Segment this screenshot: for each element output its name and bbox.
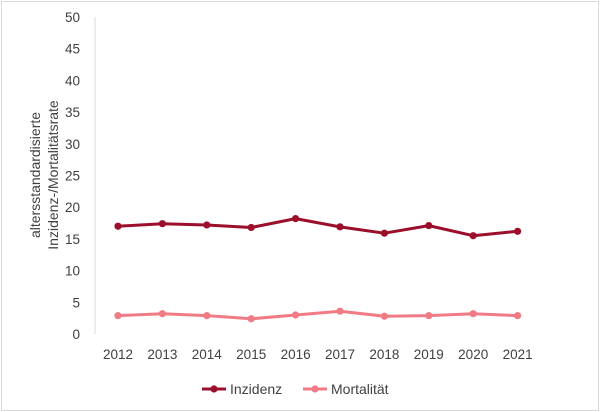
series-line-mortalit-t [116, 309, 520, 321]
data-point-mortalit-t [469, 310, 477, 318]
data-point-inzidenz [336, 223, 344, 231]
y-tick-label: 15 [65, 232, 80, 247]
y-tick-label: 10 [65, 264, 80, 279]
series-line-inzidenz [116, 217, 520, 238]
y-tick-label: 0 [72, 327, 80, 342]
legend-marker-inzidenz [210, 385, 218, 393]
y-tick-label: 25 [65, 169, 80, 184]
data-point-inzidenz [292, 215, 300, 223]
legend-marker-mortalit-t [311, 385, 319, 393]
y-tick-label: 20 [65, 200, 80, 215]
x-tick-label: 2012 [103, 347, 133, 362]
y-tick-label: 35 [65, 105, 80, 120]
y-tick-label: 40 [65, 73, 80, 88]
data-point-mortalit-t [380, 312, 388, 320]
legend-label-inzidenz: Inzidenz [230, 381, 282, 397]
data-point-mortalit-t [114, 312, 122, 320]
legend: Inzidenz Mortalität [202, 381, 389, 397]
data-point-inzidenz [380, 229, 388, 237]
y-axis-title-line-2: Inzidenz-/Mortalitätsrate [45, 100, 61, 250]
data-point-inzidenz [425, 221, 433, 230]
x-tick-label: 2018 [369, 347, 399, 362]
series-group [114, 215, 522, 323]
data-point-inzidenz [514, 227, 522, 235]
data-point-mortalit-t [514, 312, 522, 320]
data-point-mortalit-t [336, 307, 344, 315]
y-tick-label: 30 [65, 137, 80, 152]
y-axis-title: altersstandardisierte Inzidenz-/Mortalit… [27, 100, 61, 250]
legend-label-mortalit-t: Mortalität [331, 381, 389, 397]
x-tick-label: 2014 [192, 347, 223, 362]
data-point-inzidenz [469, 232, 477, 240]
x-tick-labels: 2012 2013 2014 2015 2016 2017 2018 2019 2020 2021 [103, 347, 533, 362]
x-tick-label: 2019 [414, 347, 444, 362]
x-tick-label: 2017 [325, 347, 355, 362]
data-point-mortalit-t [292, 311, 300, 319]
x-tick-label: 2016 [281, 347, 311, 362]
y-tick-label: 5 [72, 295, 80, 310]
y-tick-labels: 0 5 10 15 20 25 30 35 40 45 50 [65, 10, 80, 342]
data-point-inzidenz [203, 221, 211, 229]
x-tick-label: 2020 [458, 347, 488, 362]
x-tick-label: 2015 [236, 347, 266, 362]
data-point-inzidenz [114, 222, 122, 230]
data-point-inzidenz [247, 223, 255, 232]
data-point-mortalit-t [158, 310, 166, 318]
data-point-mortalit-t [203, 312, 211, 320]
y-axis-title-line-1: altersstandardisierte [27, 112, 43, 238]
data-point-mortalit-t [247, 315, 255, 323]
data-point-mortalit-t [425, 312, 433, 320]
y-tick-label: 50 [65, 10, 80, 25]
y-tick-label: 45 [65, 42, 80, 57]
x-tick-label: 2013 [147, 347, 177, 362]
data-point-inzidenz [158, 220, 166, 228]
x-tick-label: 2021 [503, 347, 533, 362]
